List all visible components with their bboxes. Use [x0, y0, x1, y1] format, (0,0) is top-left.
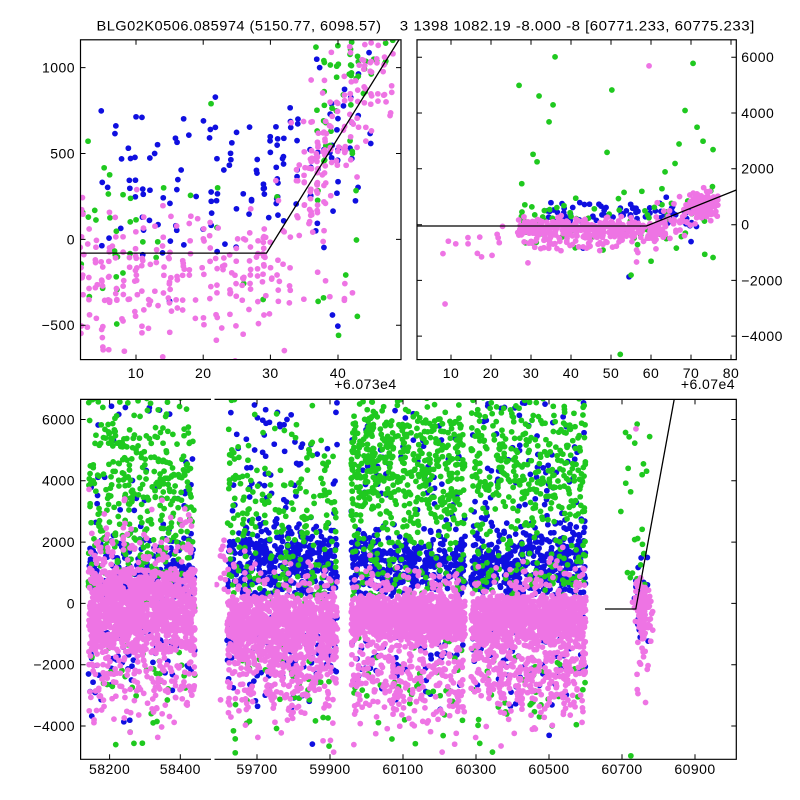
svg-text:2000: 2000	[741, 161, 774, 177]
svg-text:10: 10	[443, 365, 459, 381]
svg-text:30: 30	[523, 365, 539, 381]
svg-text:60900: 60900	[674, 761, 715, 777]
svg-text:0: 0	[741, 217, 749, 233]
svg-text:40: 40	[563, 365, 579, 381]
svg-text:60500: 60500	[528, 761, 569, 777]
svg-text:+6.07e4: +6.07e4	[681, 376, 735, 392]
svg-text:BLG02K0506.085974 (5150.77, 60: BLG02K0506.085974 (5150.77, 6098.57)	[97, 17, 382, 33]
svg-text:20: 20	[483, 365, 499, 381]
svg-text:20: 20	[195, 365, 211, 381]
svg-text:−2000: −2000	[33, 657, 75, 673]
svg-text:80: 80	[723, 365, 739, 381]
svg-text:60100: 60100	[382, 761, 423, 777]
svg-text:4000: 4000	[741, 105, 774, 121]
svg-text:−2000: −2000	[741, 272, 783, 288]
svg-text:0: 0	[67, 595, 75, 611]
svg-text:500: 500	[50, 145, 75, 161]
svg-text:−4000: −4000	[33, 718, 75, 734]
svg-text:58400: 58400	[160, 761, 201, 777]
svg-text:58200: 58200	[89, 761, 130, 777]
svg-text:60700: 60700	[601, 761, 642, 777]
svg-text:10: 10	[128, 365, 144, 381]
svg-text:70: 70	[683, 365, 699, 381]
svg-text:60: 60	[643, 365, 659, 381]
svg-text:6000: 6000	[42, 411, 75, 427]
svg-text:2000: 2000	[42, 534, 75, 550]
svg-text:60300: 60300	[455, 761, 496, 777]
svg-text:+6.073e4: +6.073e4	[334, 376, 396, 392]
svg-text:−4000: −4000	[741, 328, 783, 344]
svg-text:59900: 59900	[309, 761, 350, 777]
svg-text:59700: 59700	[236, 761, 277, 777]
svg-text:3 1398 1082.19 -8.000 -8 [6077: 3 1398 1082.19 -8.000 -8 [60771.233, 607…	[400, 17, 755, 33]
svg-text:6000: 6000	[741, 49, 774, 65]
svg-text:40: 40	[330, 365, 346, 381]
svg-text:30: 30	[262, 365, 278, 381]
svg-text:−500: −500	[42, 317, 75, 333]
svg-text:1000: 1000	[42, 60, 75, 76]
svg-text:50: 50	[603, 365, 619, 381]
svg-text:0: 0	[67, 231, 75, 247]
svg-text:4000: 4000	[42, 473, 75, 489]
